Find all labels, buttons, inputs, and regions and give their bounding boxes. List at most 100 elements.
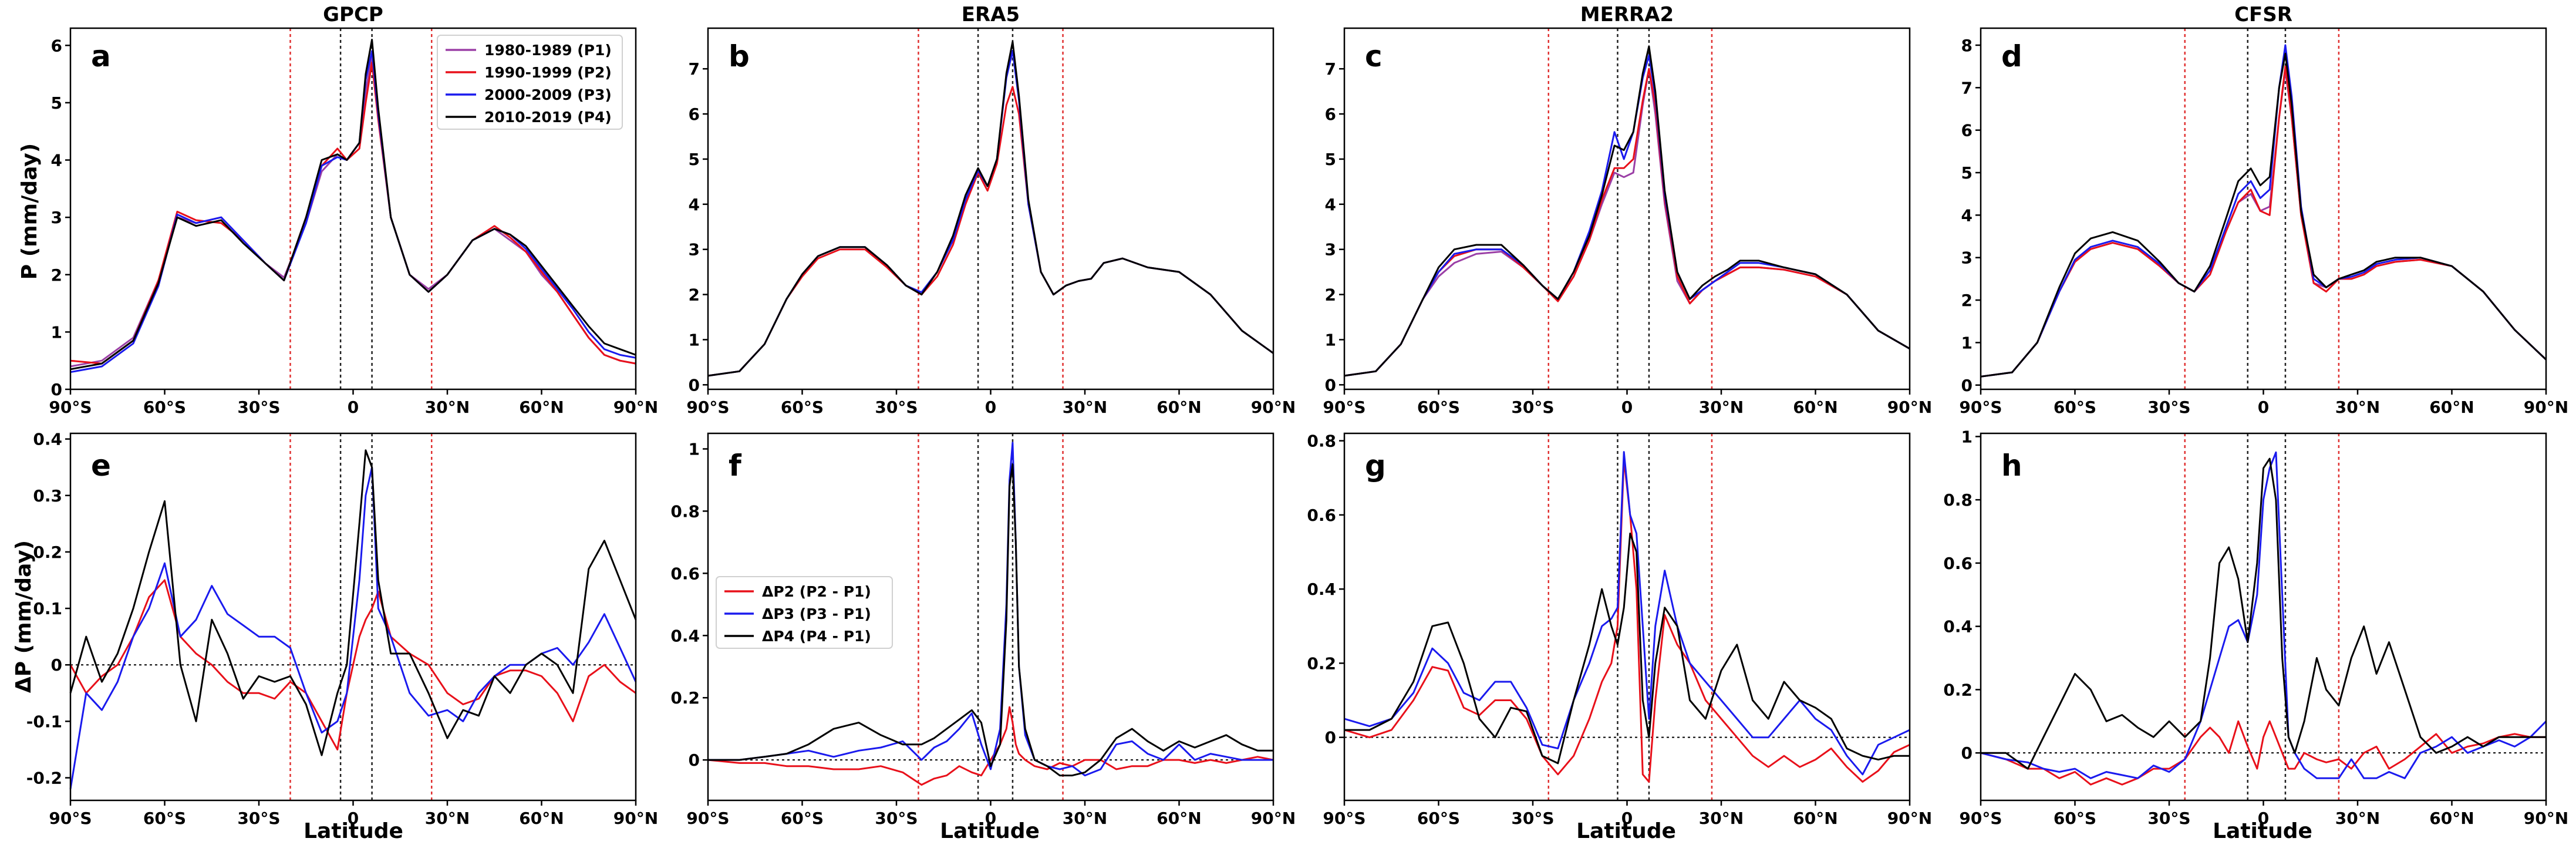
y-tick-label: 0.3	[33, 486, 62, 506]
series-line-p2	[707, 706, 1274, 786]
xlabel-col3: Latitude	[1576, 819, 1676, 843]
panel-title: MERRA2	[1580, 3, 1674, 26]
x-tick-label: 30°N	[2335, 398, 2380, 417]
y-tick-label: 3	[51, 208, 62, 227]
x-tick-label: 90°S	[686, 809, 729, 828]
y-tick-label: 0	[689, 375, 700, 395]
y-tick-label: 0.8	[1943, 490, 1973, 510]
series-line-p4	[708, 463, 1273, 777]
series-line-p3	[1980, 44, 2547, 378]
y-tick-label: 5	[1325, 150, 1336, 169]
x-tick-label: 60°N	[519, 809, 564, 828]
panel-letter: e	[91, 449, 111, 483]
panel-letter: g	[1365, 449, 1386, 483]
xlabel-col4: Latitude	[2213, 819, 2312, 843]
y-tick-label: 1	[689, 330, 700, 349]
x-tick-label: 90°N	[1887, 809, 1932, 828]
x-tick-label: 90°S	[49, 809, 92, 828]
panel-title: GPCP	[323, 3, 383, 26]
series-line-p3	[70, 50, 636, 373]
bottom-row-ylabel: ΔP (mm/day)	[12, 540, 36, 693]
panel-a: 90°S 60°S 30°S 0 30°N 60°N 90°N 0 1 2 3 4 5 6 a GPCP	[49, 3, 658, 417]
panel-title: CFSR	[2234, 3, 2292, 26]
y-tick-label: 0	[689, 750, 700, 770]
x-tick-label: 90°S	[1323, 398, 1365, 417]
x-tick-label: 60°N	[2429, 809, 2474, 828]
y-tick-label: 2	[1961, 291, 1973, 310]
y-tick-label: 1	[1961, 333, 1973, 352]
panel-letter: a	[91, 39, 111, 73]
x-tick-label: 90°S	[49, 398, 92, 417]
x-tick-label: 30°N	[1063, 809, 1107, 828]
y-tick-label: 0.1	[33, 599, 62, 618]
y-tick-label: 0.6	[1307, 506, 1336, 525]
series-line-p4	[69, 449, 637, 756]
x-tick-label: 90°N	[1251, 398, 1296, 417]
x-tick-label: 30°S	[2147, 398, 2190, 417]
panel-f: 90°S 60°S 30°S 0 30°N 60°N 90°N 0 0.2 0.4 0.6 0.8 1 f	[670, 432, 1296, 828]
x-tick-label: 60°S	[2054, 809, 2096, 828]
x-tick-label: 90°S	[1323, 809, 1365, 828]
x-tick-label: 30°N	[1063, 398, 1107, 417]
y-tick-label: -0.2	[26, 769, 62, 788]
y-tick-label: 0	[1961, 376, 1973, 395]
x-tick-label: 60°N	[2429, 398, 2474, 417]
x-tick-label: 90°N	[613, 398, 658, 417]
y-tick-label: 0.2	[33, 543, 62, 562]
panel-letter: d	[2001, 39, 2022, 73]
y-tick-label: 0.4	[33, 430, 62, 449]
x-tick-label: 0	[2258, 398, 2269, 417]
y-tick-label: 0	[1325, 728, 1336, 748]
y-tick-label: 6	[689, 105, 700, 124]
x-tick-label: 0	[985, 398, 996, 417]
x-tick-label: 0	[2258, 809, 2269, 828]
series-line-p4	[70, 39, 636, 371]
y-tick-label: 0.2	[1943, 680, 1973, 699]
panel-letter: b	[729, 39, 750, 73]
y-tick-label: 0.8	[670, 501, 700, 521]
series-line-p2	[1980, 720, 2546, 786]
x-tick-label: 30°N	[425, 398, 470, 417]
x-tick-label: 60°N	[1156, 398, 1201, 417]
y-tick-label: 0.4	[1943, 617, 1973, 637]
y-tick-label: 6	[1325, 105, 1336, 124]
y-tick-label: 5	[1961, 163, 1973, 183]
panel-letter: c	[1365, 39, 1383, 73]
panel-h: 90°S 60°S 30°S 0 30°N 60°N 90°N 0 0.2 0.4 0.6 0.8 1 h	[1943, 427, 2568, 828]
legend-a: 1980-1989 (P1) 1990-1999 (P2) 2000-2009 (P…	[437, 35, 623, 130]
series-line-p2	[69, 579, 636, 750]
y-tick-label: 6	[1961, 121, 1973, 140]
panel-c: 90°S 60°S 30°S 0 30°N 60°N 90°N 0 1 2 3 4 5 6 7 c MERRA2	[1323, 3, 1932, 417]
y-tick-label: 1	[1325, 330, 1336, 349]
x-tick-label: 30°S	[237, 809, 280, 828]
series-line-p2	[1344, 68, 1910, 377]
x-tick-label: 30°N	[1699, 809, 1744, 828]
series-line-p4	[1981, 457, 2546, 770]
y-tick-label: 0.2	[1307, 654, 1336, 673]
panel-title: ERA5	[962, 3, 1020, 26]
x-tick-label: 30°S	[237, 398, 280, 417]
y-tick-label: 4	[51, 151, 62, 170]
panel-g: 90°S 60°S 30°S 0 30°N 60°N 90°N 0 0.2 0.4 0.6 0.8 g	[1307, 432, 1932, 828]
x-tick-label: 0	[348, 398, 359, 417]
x-tick-label: 60°N	[1156, 809, 1201, 828]
legend-label-p3: ΔP3 (P3 - P1)	[762, 605, 871, 622]
y-tick-label: 0	[51, 380, 62, 399]
y-tick-label: 2	[51, 265, 62, 285]
legend-f: ΔP2 (P2 - P1) ΔP3 (P3 - P1) ΔP4 (P4 - P1)	[716, 576, 893, 649]
y-tick-label: 7	[1325, 59, 1336, 79]
x-tick-label: 30°S	[875, 398, 918, 417]
y-tick-label: 4	[1325, 195, 1336, 214]
y-tick-label: 0.8	[1307, 432, 1336, 451]
x-tick-label: 30°S	[1511, 398, 1554, 417]
top-row-ylabel: P (mm/day)	[18, 143, 42, 280]
y-tick-label: 3	[1325, 240, 1336, 260]
legend-label-p4: ΔP4 (P4 - P1)	[762, 628, 871, 645]
y-tick-label: 0.2	[670, 688, 700, 708]
x-tick-label: 90°N	[613, 809, 658, 828]
y-tick-label: 0.6	[1943, 554, 1973, 573]
legend-label-p3: 2000-2009 (P3)	[484, 86, 612, 103]
y-tick-label: 6	[51, 36, 62, 55]
y-tick-label: 8	[1961, 36, 1973, 55]
